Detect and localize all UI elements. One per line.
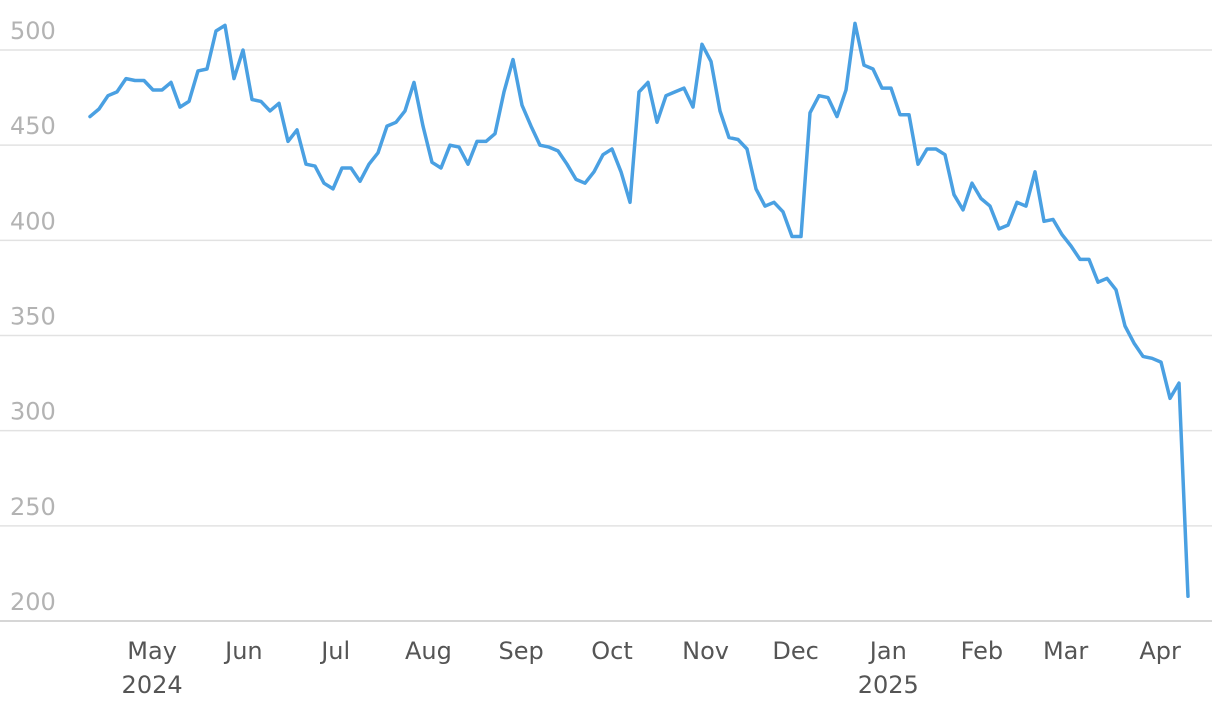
y-tick-label: 250 <box>10 493 56 521</box>
x-tick-label: Apr <box>1139 637 1181 665</box>
x-tick-label: Jan <box>868 637 907 665</box>
x-tick-label: May <box>127 637 177 665</box>
year-label: 2025 <box>858 671 919 699</box>
y-tick-label: 450 <box>10 112 56 140</box>
x-tick-label: Feb <box>961 637 1004 665</box>
x-tick-label: Dec <box>772 637 818 665</box>
year-label: 2024 <box>122 671 183 699</box>
y-tick-label: 500 <box>10 17 56 45</box>
x-tick-label: Jul <box>319 637 350 665</box>
x-tick-label: Nov <box>682 637 729 665</box>
x-tick-label: Oct <box>591 637 633 665</box>
y-tick-label: 300 <box>10 398 56 426</box>
y-tick-label: 350 <box>10 303 56 331</box>
y-tick-label: 200 <box>10 588 56 616</box>
x-tick-label: Aug <box>405 637 452 665</box>
y-tick-label: 400 <box>10 207 56 235</box>
x-tick-label: Sep <box>498 637 543 665</box>
x-tick-label: Jun <box>223 637 263 665</box>
x-tick-label: Mar <box>1043 637 1088 665</box>
price-line <box>88 21 1190 599</box>
